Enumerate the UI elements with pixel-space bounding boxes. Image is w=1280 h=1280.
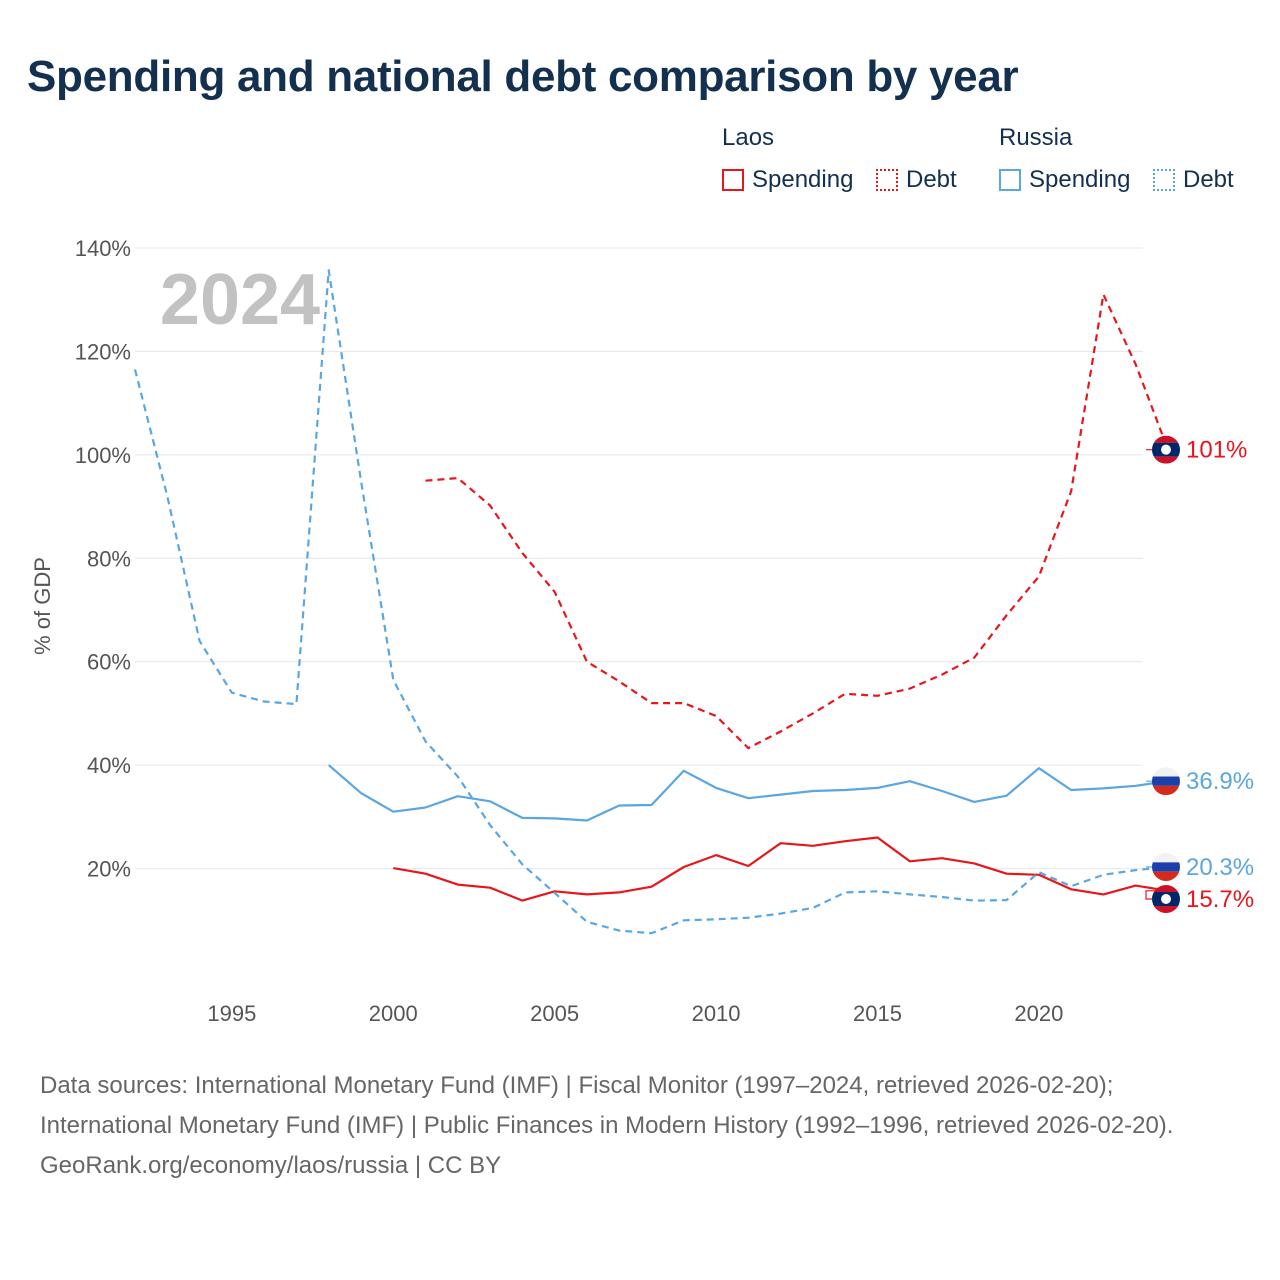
flag-disc: [1161, 444, 1171, 455]
russia-flag-icon: [1152, 767, 1180, 796]
gridlines: [135, 247, 1143, 870]
flag-stripe-top: [1152, 853, 1180, 863]
data-sources: Data sources: International Monetary Fun…: [40, 1072, 1174, 1139]
legend-label-russia-spending: Spending: [1029, 166, 1131, 193]
y-tick-label: 140%: [75, 236, 131, 261]
legend-swatch-russia-spending: [999, 169, 1021, 191]
legend-item-russia-debt[interactable]: Debt: [1153, 166, 1234, 194]
legend-label-laos-debt: Debt: [906, 166, 957, 193]
flag-stripes: [1152, 853, 1180, 882]
legend-swatch-laos-spending: [722, 169, 744, 191]
flag-stripe-bottom: [1152, 785, 1180, 796]
flag-stripe-bottom: [1152, 456, 1180, 464]
axis-ticks: 20% 40% 60% 80% 100% 120% 140% 1995 2000 2005 2010…: [75, 236, 1064, 1026]
footer: Data sources: International Monetary Fun…: [40, 1066, 1240, 1186]
series-lines: [133, 269, 1170, 935]
flag-stripe-bottom: [1152, 906, 1180, 914]
y-tick-label: 80%: [87, 546, 131, 571]
y-tick-label: 40%: [87, 753, 131, 778]
legend-item-laos-debt[interactable]: Debt: [876, 166, 957, 194]
line-chart: 20% 40% 60% 80% 100% 120% 140% 1995 2000 2005 2010…: [30, 236, 1254, 1026]
flag-stripe-top: [1152, 435, 1180, 443]
y-tick-label: 60%: [87, 650, 131, 675]
x-tick-label: 2010: [692, 1001, 741, 1026]
legend-swatch-laos-debt: [876, 169, 898, 191]
flag-stripes: [1152, 885, 1180, 914]
russia-spending-line: [327, 764, 1169, 822]
legend-group-russia: Russia: [999, 124, 1073, 151]
laos-debt-line: [425, 293, 1170, 750]
y-tick-label: 120%: [75, 339, 131, 364]
legend-label-russia-debt: Debt: [1183, 166, 1234, 193]
russia-spending-end-label: 36.9%: [1186, 768, 1254, 795]
flag-stripes: [1152, 767, 1180, 796]
russia-debt-end-label: 20.3%: [1186, 854, 1254, 881]
x-tick-label: 2015: [853, 1001, 902, 1026]
end-markers: 101% 15.7% 20.3% 36.9%: [1145, 435, 1254, 914]
flag-stripe-bottom: [1152, 871, 1180, 882]
flag-stripe-top: [1152, 767, 1180, 777]
laos-debt-end-label: 101%: [1186, 437, 1247, 464]
y-tick-label: 100%: [75, 443, 131, 468]
flag-stripe-middle: [1152, 776, 1180, 786]
y-axis-label: % of GDP: [30, 557, 55, 655]
year-watermark: 2024: [160, 260, 320, 340]
chart-title: Spending and national debt comparison by…: [27, 52, 1019, 101]
laos-flag-icon: [1152, 435, 1180, 464]
legend-swatch-russia-debt: [1153, 169, 1175, 191]
russia-debt-line: [133, 269, 1169, 935]
legend-item-laos-spending[interactable]: Spending: [722, 166, 853, 194]
laos-spending-end-label: 15.7%: [1186, 886, 1254, 913]
flag-stripes: [1152, 435, 1180, 464]
legend-group-laos: Laos: [722, 124, 775, 151]
russia-flag-icon: [1152, 853, 1180, 882]
x-tick-label: 2000: [369, 1001, 418, 1026]
flag-disc: [1161, 894, 1171, 905]
legend-item-russia-spending[interactable]: Spending: [999, 166, 1130, 194]
flag-stripe-top: [1152, 885, 1180, 893]
legend-label-laos-spending: Spending: [752, 166, 854, 193]
x-tick-label: 2005: [530, 1001, 579, 1026]
flag-stripe-middle: [1152, 862, 1180, 872]
laos-spending-line: [393, 836, 1169, 902]
y-tick-label: 20%: [87, 857, 131, 882]
x-tick-label: 1995: [207, 1001, 256, 1026]
credit-line: GeoRank.org/economy/laos/russia | CC BY: [40, 1152, 502, 1179]
laos-flag-icon: [1152, 885, 1180, 914]
x-tick-label: 2020: [1014, 1001, 1063, 1026]
